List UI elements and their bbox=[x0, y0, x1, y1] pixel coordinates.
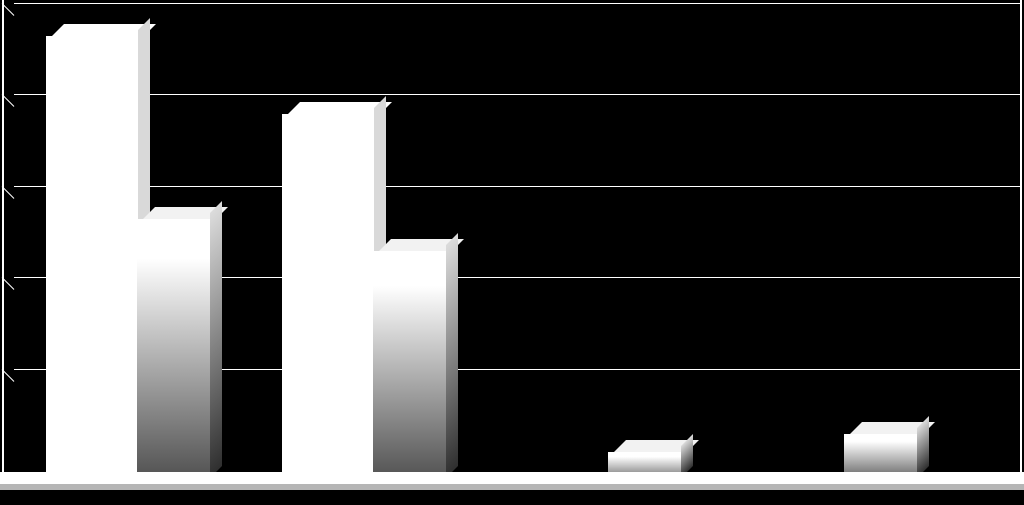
bar bbox=[373, 251, 446, 484]
bar-front bbox=[373, 251, 446, 484]
bar-front bbox=[137, 219, 210, 484]
bars-layer bbox=[0, 0, 1024, 505]
bar-side bbox=[917, 416, 929, 478]
bar-side bbox=[446, 233, 458, 478]
bar-front bbox=[282, 114, 374, 484]
floor-top bbox=[0, 472, 1024, 484]
floor-front bbox=[0, 484, 1024, 490]
bar-side bbox=[210, 201, 222, 478]
bar bbox=[282, 114, 374, 484]
bar bbox=[46, 36, 138, 484]
bar bbox=[137, 219, 210, 484]
bar-chart bbox=[0, 0, 1024, 505]
bar-front bbox=[46, 36, 138, 484]
